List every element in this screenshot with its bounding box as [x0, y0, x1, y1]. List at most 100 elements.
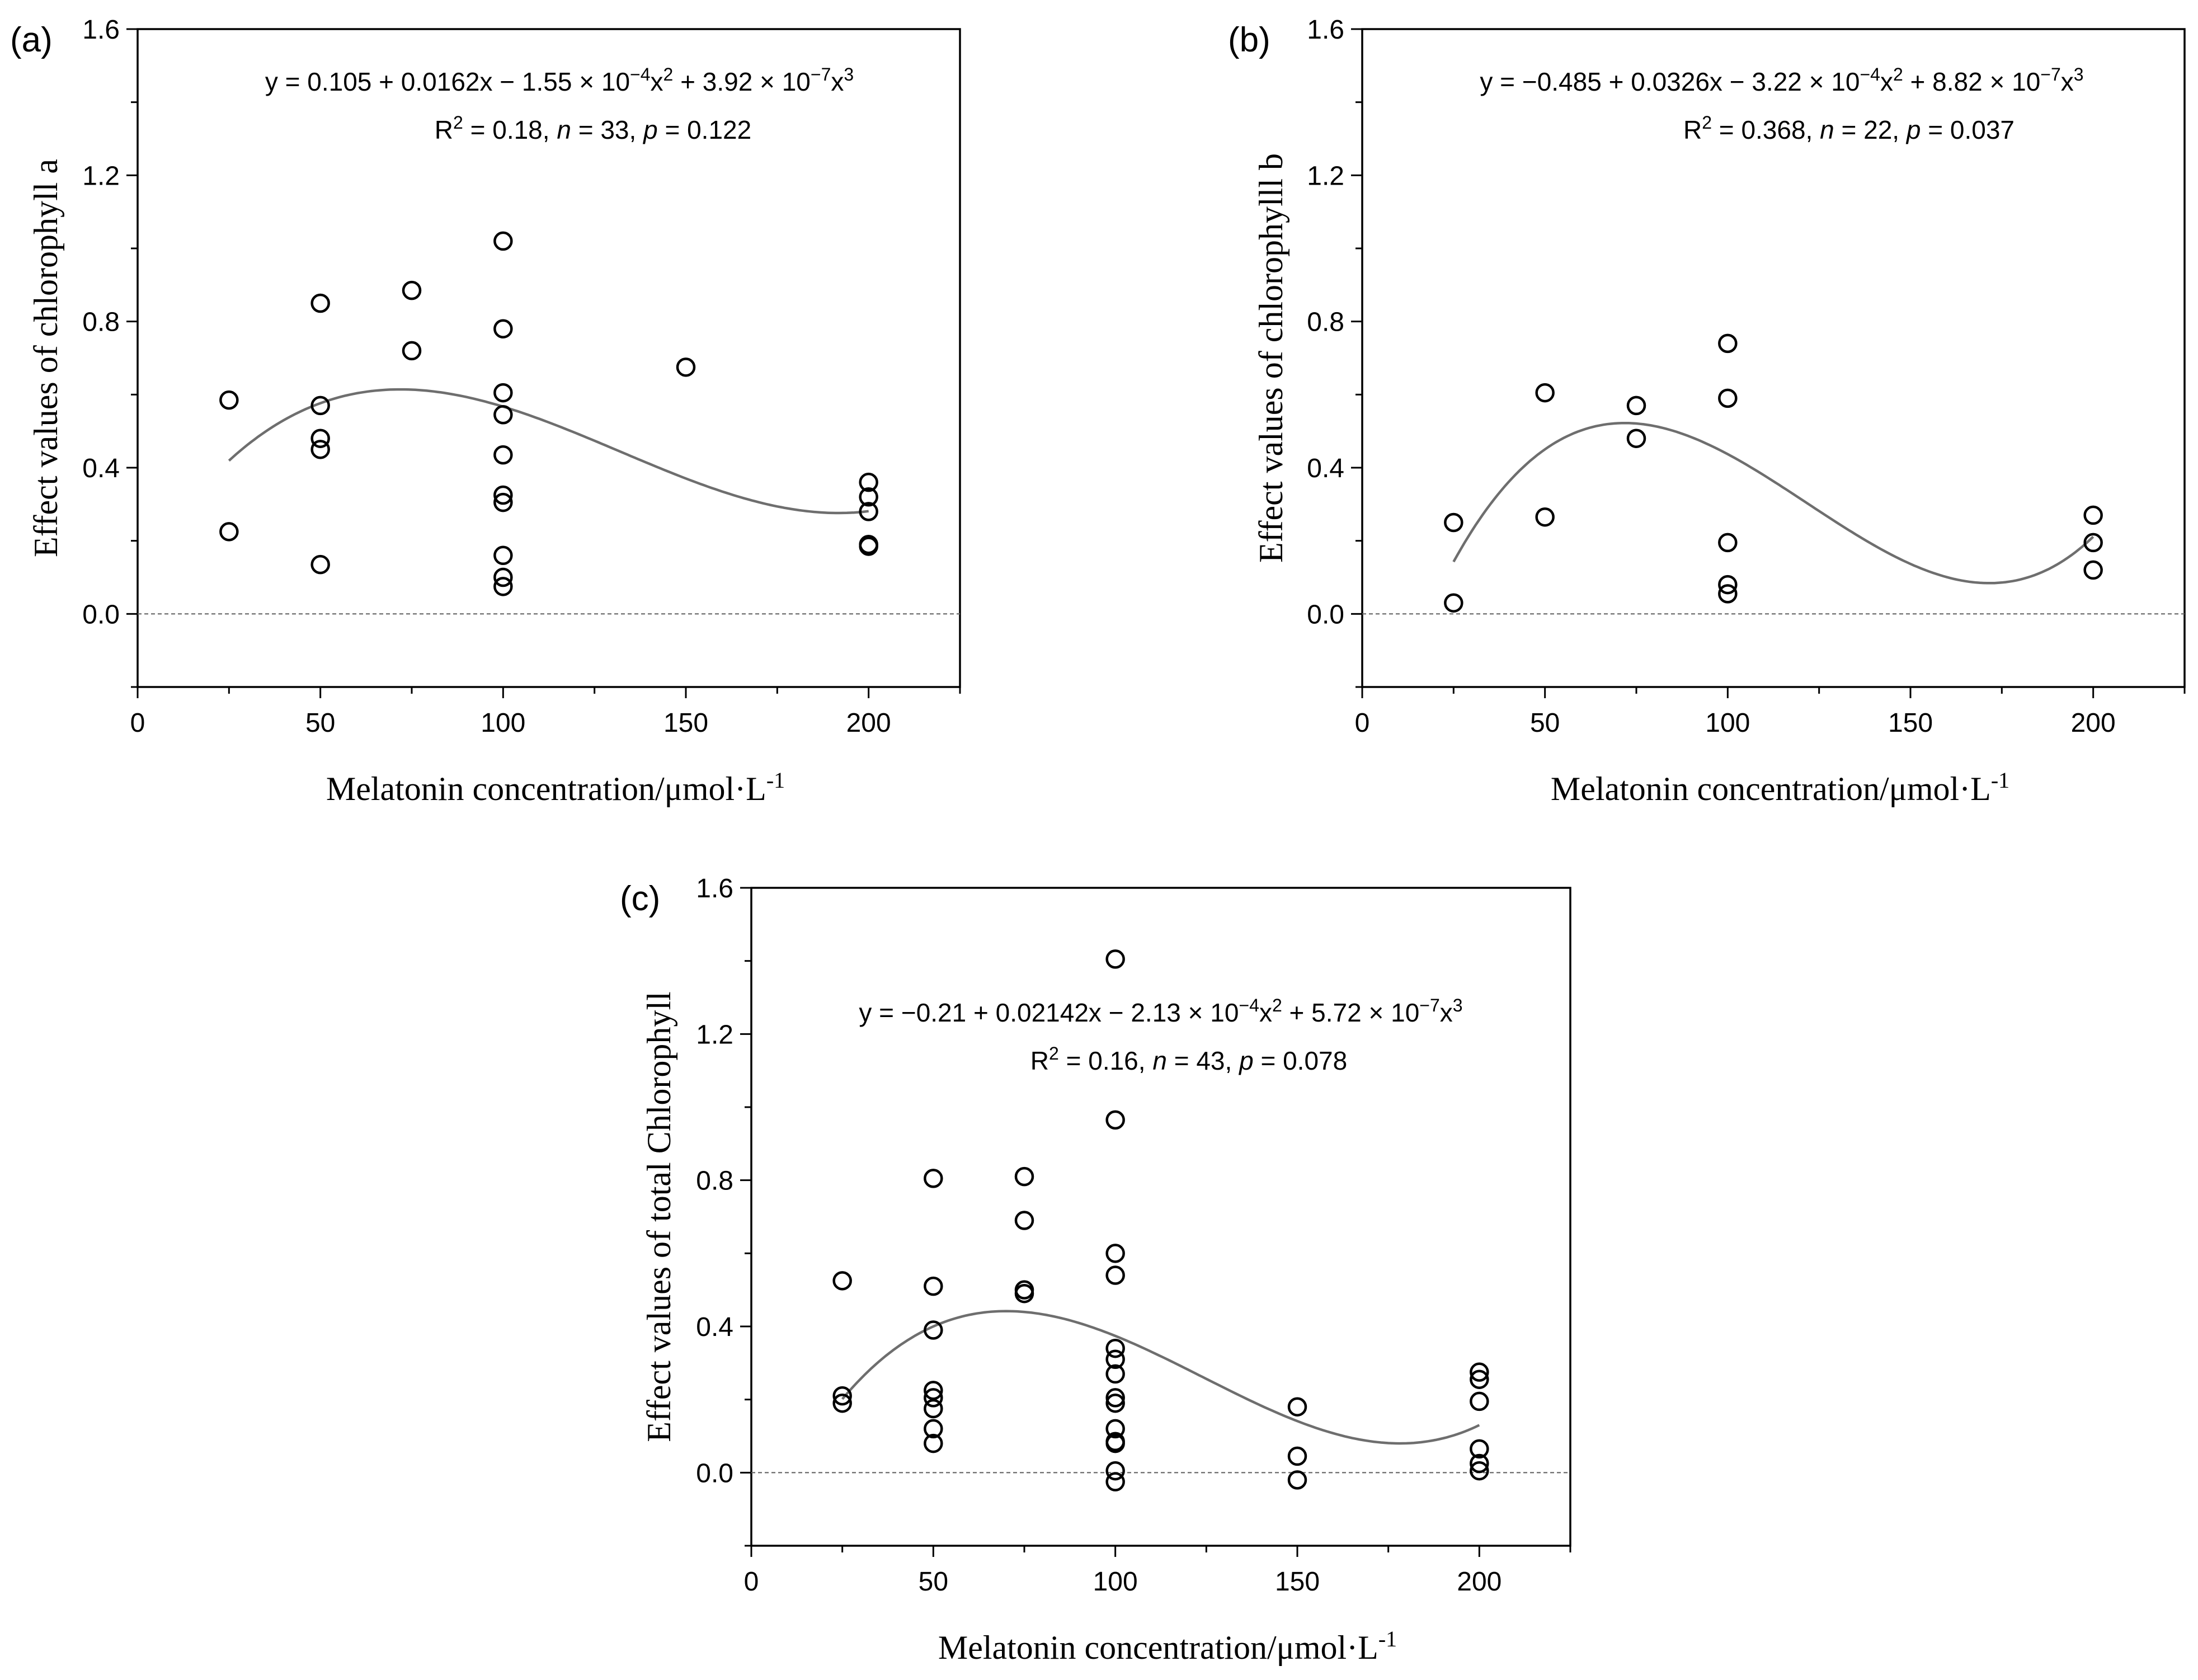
data-point [924, 1399, 943, 1419]
panel-label: (a) [10, 21, 53, 59]
y-tick-label: 0.0 [82, 600, 120, 629]
n-symbol: n [1820, 115, 1834, 144]
data-point [2083, 533, 2103, 553]
x-axis-label: Melatonin concentration/μmol·L-1 [1551, 768, 2009, 808]
superscript: 2 [1049, 1043, 1059, 1063]
data-point [1105, 1265, 1125, 1285]
superscript: 3 [2074, 64, 2084, 84]
plot-frame [1361, 28, 2186, 688]
text-span: Melatonin concentration/μmol·L [938, 1629, 1378, 1666]
superscript: -1 [1378, 1626, 1397, 1651]
text-span: + 3.92 × 10 [673, 67, 811, 96]
x-tick-label: 100 [481, 708, 525, 738]
data-point [493, 319, 513, 338]
text-span: = 43, [1167, 1046, 1239, 1075]
data-point [1105, 1472, 1125, 1491]
superscript: -1 [766, 768, 785, 793]
y-tick-label: 1.2 [1307, 161, 1344, 191]
data-point [1105, 949, 1125, 969]
y-tick-label: 0.4 [1307, 454, 1344, 483]
data-point [310, 293, 330, 313]
data-point [310, 554, 330, 575]
y-tick-label: 0.0 [1307, 600, 1344, 629]
data-point [493, 405, 513, 425]
x-tick-label: 200 [846, 708, 891, 738]
data-point [1718, 388, 1738, 408]
data-point [493, 492, 513, 512]
data-point [924, 1169, 943, 1188]
data-point [1718, 584, 1738, 604]
x-tick-label: 100 [1093, 1567, 1138, 1597]
y-tick-label: 0.8 [1307, 308, 1344, 337]
data-point [493, 577, 513, 596]
y-tick-label: 0.8 [82, 308, 120, 337]
data-point [1470, 1370, 1489, 1389]
text-span: = 22, [1834, 115, 1907, 144]
data-point [1444, 593, 1463, 613]
text-span: = 0.18, [463, 115, 557, 144]
y-axis-label: Effect values of chlorophyll a [27, 159, 64, 557]
data-point [1105, 1419, 1125, 1439]
text-span: y = 0.105 + 0.0162x − 1.55 × 10 [265, 67, 630, 96]
fit-curve [1452, 421, 2095, 585]
superscript: −4 [1860, 64, 1880, 84]
data-point [1105, 1338, 1125, 1358]
x-tick-label: 50 [305, 708, 335, 738]
data-point [1105, 1110, 1125, 1130]
data-point [219, 522, 239, 542]
text-span: = 0.122 [658, 115, 752, 144]
superscript: 3 [1453, 995, 1463, 1015]
x-tick-label: 0 [130, 708, 145, 738]
fit-statistics: R2 = 0.368, n = 22, p = 0.037 [1683, 112, 2015, 144]
x-tick-label: 100 [1705, 708, 1750, 738]
data-point [493, 485, 513, 505]
data-point [924, 1381, 943, 1400]
data-point [1105, 1349, 1125, 1370]
data-point [1014, 1283, 1034, 1303]
data-point [859, 502, 878, 521]
data-point [1718, 533, 1738, 553]
x-tick-label: 150 [1275, 1567, 1320, 1597]
superscript: −7 [1419, 995, 1439, 1015]
data-point [1470, 1391, 1489, 1411]
y-tick-label: 0.8 [696, 1166, 733, 1196]
data-point [1444, 512, 1463, 533]
x-tick-label: 50 [1530, 708, 1560, 738]
text-span: + 5.72 × 10 [1282, 998, 1420, 1027]
data-point [1105, 1393, 1125, 1413]
text-span: = 0.16, [1059, 1046, 1153, 1075]
panel-b: 0 50 100 150 200 0.0 0.4 0.8 1.2 1.6 y = −0.485 + … [1228, 15, 2186, 808]
fit-equation: y = −0.485 + 0.0326x − 3.22 × 10−4x2 + 8… [1480, 64, 2083, 96]
data-point [1287, 1446, 1307, 1466]
data-point [1470, 1453, 1489, 1474]
y-tick-label: 1.2 [696, 1020, 733, 1050]
fit-equation: y = 0.105 + 0.0162x − 1.55 × 10−4x2 + 3.… [265, 64, 854, 96]
data-point [859, 472, 878, 492]
data-point [1287, 1397, 1307, 1417]
data-point [493, 383, 513, 403]
text-span: R [1683, 115, 1702, 144]
superscript: 3 [844, 64, 854, 84]
n-symbol: n [1152, 1046, 1167, 1075]
superscript: −4 [630, 64, 650, 84]
data-point [2083, 560, 2103, 580]
text-span: R [435, 115, 453, 144]
fit-curve [228, 388, 869, 515]
p-symbol: p [642, 115, 658, 144]
text-span: x [831, 67, 844, 96]
data-point [402, 280, 422, 300]
data-point [493, 545, 513, 566]
text-span: = 33, [571, 115, 643, 144]
p-symbol: p [1905, 115, 1921, 144]
text-span: Melatonin concentration/μmol·L [326, 770, 766, 807]
y-tick-label: 0.0 [696, 1458, 733, 1488]
y-tick-label: 1.6 [82, 15, 120, 45]
x-tick-label: 200 [2071, 708, 2116, 738]
fit-equation: y = −0.21 + 0.02142x − 2.13 × 10−4x2 + 5… [859, 995, 1462, 1027]
data-point [1105, 1388, 1125, 1408]
text-span: Melatonin concentration/μmol·L [1551, 770, 1991, 807]
y-tick-label: 0.4 [82, 454, 120, 483]
data-point [1287, 1470, 1307, 1490]
superscript: 2 [1272, 995, 1282, 1015]
